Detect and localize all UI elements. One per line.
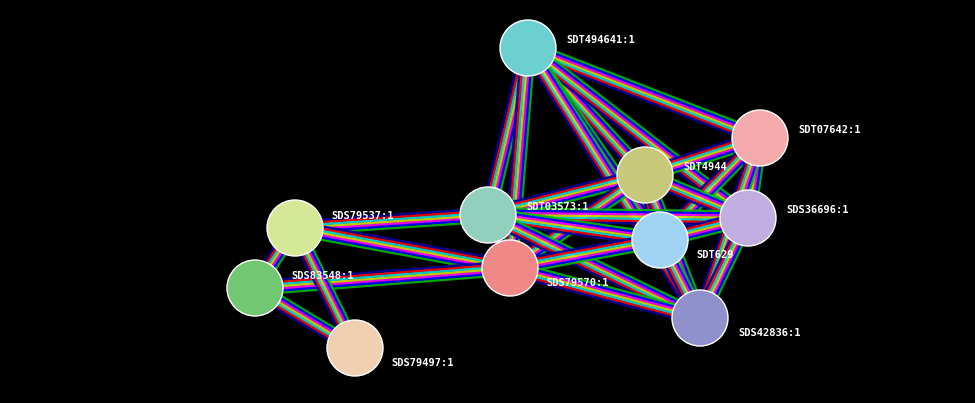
Circle shape bbox=[460, 187, 516, 243]
Text: SDS79497:1: SDS79497:1 bbox=[391, 358, 453, 368]
Text: SDS83548:1: SDS83548:1 bbox=[291, 271, 354, 281]
Text: SDT4944: SDT4944 bbox=[683, 162, 726, 172]
Circle shape bbox=[632, 212, 688, 268]
Circle shape bbox=[482, 240, 538, 296]
Circle shape bbox=[227, 260, 283, 316]
Text: SDS36696:1: SDS36696:1 bbox=[786, 205, 848, 215]
Circle shape bbox=[672, 290, 728, 346]
Circle shape bbox=[617, 147, 673, 203]
Text: SDT03573:1: SDT03573:1 bbox=[526, 202, 589, 212]
Text: SDT494641:1: SDT494641:1 bbox=[566, 35, 635, 45]
Text: SDS79537:1: SDS79537:1 bbox=[331, 211, 394, 221]
Text: SDT629: SDT629 bbox=[696, 250, 733, 260]
Text: SDT07642:1: SDT07642:1 bbox=[798, 125, 861, 135]
Circle shape bbox=[732, 110, 788, 166]
Circle shape bbox=[500, 20, 556, 76]
Circle shape bbox=[720, 190, 776, 246]
Text: SDS42836:1: SDS42836:1 bbox=[738, 328, 800, 338]
Circle shape bbox=[267, 200, 323, 256]
Text: SDS79570:1: SDS79570:1 bbox=[546, 278, 608, 288]
Circle shape bbox=[327, 320, 383, 376]
